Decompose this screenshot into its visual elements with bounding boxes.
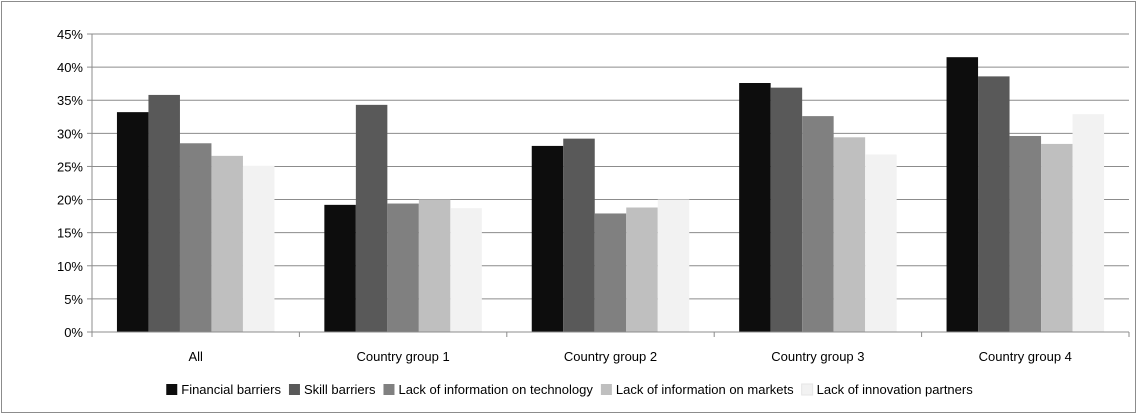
bar	[1072, 114, 1105, 332]
bar	[657, 199, 690, 332]
bar	[739, 83, 771, 332]
axes	[91, 34, 1130, 337]
x-category-label: Country group 4	[979, 349, 1072, 364]
x-category-label: Country group 2	[564, 349, 657, 364]
legend-label: Lack of information on technology	[398, 382, 593, 397]
y-tick-label: 20%	[57, 193, 83, 208]
bar	[802, 116, 834, 332]
bar	[563, 138, 595, 332]
y-tick-label: 10%	[57, 259, 83, 274]
bar	[594, 213, 627, 332]
legend-swatch	[288, 384, 300, 395]
bars	[116, 57, 1105, 333]
bar	[242, 165, 275, 332]
legend: Financial barriers Skill barriers Lack of …	[166, 382, 973, 397]
bar	[1041, 143, 1073, 332]
legend-swatch	[801, 383, 814, 396]
bar	[355, 104, 388, 332]
bar	[626, 207, 658, 332]
y-tick-label: 45%	[57, 27, 83, 42]
bar	[1009, 135, 1042, 332]
y-tick-label: 30%	[57, 126, 83, 141]
y-tick-label: 25%	[57, 159, 83, 174]
x-category-label: Country group 3	[771, 349, 864, 364]
bar	[946, 57, 979, 333]
bar	[770, 87, 803, 332]
bar	[531, 145, 564, 332]
bar	[211, 155, 243, 332]
bar	[324, 204, 356, 332]
x-axis-categories: All Country group 1 Country group 2 Country…	[188, 349, 1071, 364]
legend-label: Skill barriers	[304, 382, 376, 397]
bar	[450, 208, 482, 332]
bar	[148, 94, 180, 333]
y-tick-label: 5%	[64, 292, 83, 307]
legend-label: Financial barriers	[181, 382, 281, 397]
legend-label: Lack of innovation partners	[817, 382, 974, 397]
bar	[179, 143, 212, 332]
bar	[865, 154, 897, 332]
x-category-label: All	[188, 349, 203, 364]
y-tick-label: 15%	[57, 226, 83, 241]
bar	[116, 112, 149, 333]
bar	[387, 203, 419, 332]
y-tick-label: 40%	[57, 60, 83, 75]
bar	[978, 76, 1010, 332]
y-axis-ticks: 0% 5% 10% 15% 20% 25% 30% 35% 40% 45%	[57, 27, 92, 340]
bar	[833, 137, 866, 332]
x-category-label: Country group 1	[356, 349, 449, 364]
legend-swatch	[166, 384, 178, 395]
legend-swatch	[383, 384, 395, 395]
legend-swatch	[600, 384, 612, 395]
bar	[418, 199, 451, 332]
y-tick-label: 0%	[64, 325, 83, 340]
y-tick-label: 35%	[57, 93, 83, 108]
legend-label: Lack of information on markets	[616, 382, 794, 397]
